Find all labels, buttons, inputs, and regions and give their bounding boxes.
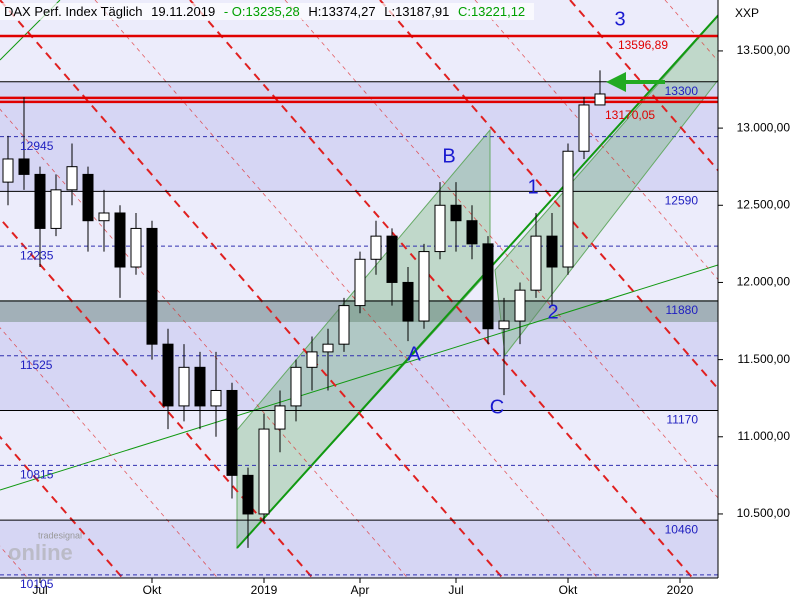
zone xyxy=(0,300,718,322)
candle-body xyxy=(98,212,110,222)
candle-body xyxy=(242,474,254,515)
x-tick-label: Okt xyxy=(559,583,578,597)
level-label: 11880 xyxy=(666,303,699,317)
candle-body xyxy=(146,227,158,345)
y-tick-label: 12.000,00 xyxy=(737,275,791,289)
red-level-label: 13596,89 xyxy=(618,38,668,52)
candle-body xyxy=(546,235,558,268)
wave-label: 1 xyxy=(527,176,538,198)
candle-body xyxy=(114,212,126,268)
symbol: XXP xyxy=(735,6,759,20)
candle-body xyxy=(274,405,286,430)
header-high: H:13374,27 xyxy=(308,4,376,19)
watermark-small: tradesignal xyxy=(38,530,82,540)
candle-body xyxy=(2,158,14,183)
candle-body xyxy=(578,104,590,152)
candle-body xyxy=(562,150,574,268)
header-close: C:13221,12 xyxy=(457,4,526,19)
level-label: 10460 xyxy=(665,522,699,536)
y-tick-label: 12.500,00 xyxy=(737,197,791,211)
candle-body xyxy=(322,343,334,353)
x-tick-label: Jul xyxy=(448,583,463,597)
candle-body xyxy=(210,389,222,407)
wave-label: A xyxy=(407,343,421,365)
candle-body xyxy=(418,251,430,322)
diagonal xyxy=(0,216,314,578)
candle-body xyxy=(50,189,62,229)
band xyxy=(0,520,718,578)
candle-body xyxy=(386,235,398,283)
candle-body xyxy=(466,220,478,245)
x-tick-label: Apr xyxy=(351,583,370,597)
wave-label: B xyxy=(442,145,455,167)
candle-body xyxy=(482,243,494,330)
diagonal xyxy=(379,0,718,391)
header-open: - O:13235,28 xyxy=(223,4,300,19)
wave-label: 3 xyxy=(614,8,625,30)
x-tick-label: Jul xyxy=(32,583,47,597)
candle-body xyxy=(402,281,414,322)
watermark: online xyxy=(8,540,73,565)
level-label: 10105 xyxy=(20,577,54,591)
header-date: 19.11.2019 xyxy=(151,4,216,19)
diagonal xyxy=(189,0,694,578)
header-low: L:13187,91 xyxy=(384,4,450,19)
candle-body xyxy=(338,305,350,345)
y-tick-label: 13.500,00 xyxy=(737,43,791,57)
red-level-label: 13170,05 xyxy=(605,108,655,122)
candle-body xyxy=(306,351,318,368)
candle-body xyxy=(258,428,270,515)
candle-body xyxy=(370,235,382,260)
candle-body xyxy=(354,258,366,307)
level-label: 10815 xyxy=(20,468,54,482)
level-label: 13300 xyxy=(665,84,699,98)
x-tick-label: 2019 xyxy=(251,583,278,597)
wave-label: 2 xyxy=(547,301,558,323)
candle-body xyxy=(530,235,542,291)
candle-body xyxy=(498,320,510,330)
candle-body xyxy=(434,204,446,253)
wave-label: C xyxy=(490,396,504,418)
x-tick-label: 2020 xyxy=(667,583,694,597)
candle-body xyxy=(226,389,238,476)
y-tick-label: 11.500,00 xyxy=(738,352,791,366)
header: DAX Perf. Index Täglich 19.11.2019 - O:1… xyxy=(0,3,535,20)
header-name: DAX Perf. Index Täglich xyxy=(4,4,143,19)
level-label: 11525 xyxy=(20,358,53,372)
y-tick-label: 10.500,00 xyxy=(737,506,791,520)
diagonal xyxy=(0,0,504,578)
diagonal xyxy=(760,0,800,578)
candle-body xyxy=(194,366,206,407)
candle-body xyxy=(162,343,174,407)
x-tick-label: Okt xyxy=(143,583,162,597)
candle-body xyxy=(66,166,78,191)
candle-body xyxy=(514,289,526,322)
level-label: 12235 xyxy=(20,248,54,262)
level-label: 11170 xyxy=(666,413,698,427)
candle-body xyxy=(18,158,30,175)
candle-body xyxy=(290,366,302,407)
level-label: 12945 xyxy=(20,139,54,153)
candle-body xyxy=(594,93,606,106)
trend-line xyxy=(0,264,718,491)
candle-body xyxy=(82,173,94,222)
diagonal xyxy=(569,0,718,172)
candle-body xyxy=(450,204,462,222)
y-tick-label: 11.000,00 xyxy=(738,429,791,443)
candle-body xyxy=(34,173,46,229)
y-tick-label: 13.000,00 xyxy=(737,120,791,134)
candle-body xyxy=(178,366,190,407)
level-label: 12590 xyxy=(665,194,699,208)
candle-body xyxy=(130,227,142,268)
arrow xyxy=(606,72,665,92)
